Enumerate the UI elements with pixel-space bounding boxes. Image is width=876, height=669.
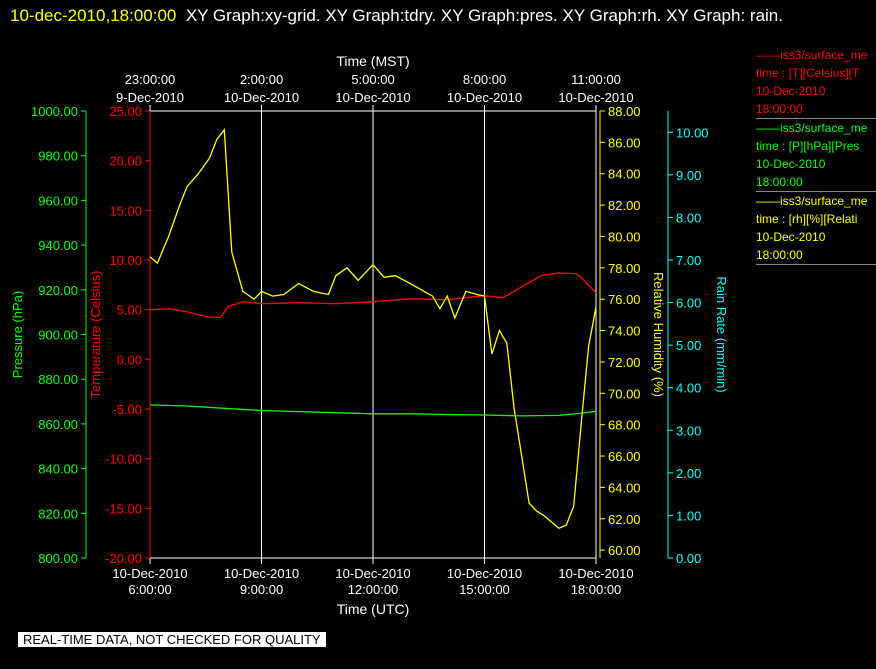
- x-top-tick-date: 10-Dec-2010: [558, 90, 633, 105]
- legend-entry-text: 10-Dec-2010: [756, 84, 826, 98]
- y-tick-label-rh: 86.00: [608, 135, 641, 150]
- y-tick-label-rh: 74.00: [608, 324, 641, 339]
- legend-entry-text: ——iss3/surface_me: [756, 194, 868, 208]
- y-tick-label-pres: 860.00: [38, 417, 78, 432]
- y-tick-label-temp: 0.00: [117, 352, 142, 367]
- y-tick-label-pres: 960.00: [38, 193, 78, 208]
- legend-entry-text: 18:00:00: [756, 102, 803, 116]
- y-tick-label-rh: 66.00: [608, 449, 641, 464]
- y-tick-label-temp: 5.00: [117, 303, 142, 318]
- legend-entry-text: 18:00:00: [756, 175, 803, 189]
- x-tick-time: 12:00:00: [348, 582, 399, 597]
- legend-entry-text: time : [T][Celsius][T: [756, 66, 860, 80]
- y-tick-label-rain: 8.00: [676, 210, 701, 225]
- legend-entry-text: time : [P][hPa][Pres: [756, 139, 860, 153]
- y-tick-label-rh: 88.00: [608, 104, 641, 119]
- y-tick-label-rain: 3.00: [676, 423, 701, 438]
- x-top-tick-time: 8:00:00: [463, 72, 506, 87]
- header-titles: XY Graph:xy-grid. XY Graph:tdry. XY Grap…: [185, 6, 783, 25]
- x-top-tick-time: 23:00:00: [125, 72, 176, 87]
- legend-entry-text: ——iss3/surface_me: [756, 48, 868, 62]
- y-tick-label-temp: -10.00: [105, 452, 142, 467]
- legend-separator: [756, 118, 876, 119]
- x-tick-date: 10-Dec-2010: [224, 566, 299, 581]
- series-line-pres: [149, 404, 597, 417]
- y-tick-label-pres: 880.00: [38, 372, 78, 387]
- x-tick-time: 18:00:00: [571, 582, 622, 597]
- y-tick-label-rain: 10.00: [676, 125, 709, 140]
- y-tick-label-rh: 80.00: [608, 229, 641, 244]
- x-tick-time: 9:00:00: [240, 582, 283, 597]
- y-tick-label-temp: 20.00: [109, 154, 142, 169]
- y-axis-label-temp: Temperature (Celsius): [88, 271, 103, 399]
- x-top-tick-time: 11:00:00: [571, 72, 621, 87]
- y-tick-label-rh: 82.00: [608, 198, 641, 213]
- y-tick-label-pres: 980.00: [38, 149, 78, 164]
- legend-entry-text: ——iss3/surface_me: [756, 121, 868, 135]
- y-tick-label-rain: 4.00: [676, 381, 701, 396]
- x-top-tick-date: 9-Dec-2010: [116, 90, 184, 105]
- x-axis-label-bottom: Time (UTC): [337, 601, 410, 617]
- y-tick-label-rh: 78.00: [608, 261, 641, 276]
- y-tick-label-pres: 800.00: [38, 551, 78, 566]
- x-tick-time: 6:00:00: [128, 582, 171, 597]
- y-tick-label-rain: 0.00: [676, 551, 701, 566]
- y-tick-label-rh: 60.00: [608, 543, 641, 558]
- x-top-tick-time: 2:00:00: [240, 72, 283, 87]
- quality-disclaimer: REAL-TIME DATA, NOT CHECKED FOR QUALITY: [18, 632, 326, 647]
- x-top-tick-date: 10-Dec-2010: [224, 90, 299, 105]
- legend-entry-text: time : [rh][%][Relati: [756, 212, 858, 226]
- legend-separator: [756, 264, 876, 265]
- y-axis-label-rh: Relative Humidity (%): [651, 272, 666, 397]
- y-axis-label-pres: Pressure (hPa): [10, 291, 25, 378]
- y-tick-label-pres: 940.00: [38, 238, 78, 253]
- x-top-tick-date: 10-Dec-2010: [447, 90, 522, 105]
- graph-header: 10-dec-2010,18:00:00 XY Graph:xy-grid. X…: [10, 2, 860, 30]
- legend-entry-text: 18:00:00: [756, 248, 803, 262]
- y-tick-label-rain: 6.00: [676, 296, 701, 311]
- y-tick-label-rh: 64.00: [608, 480, 641, 495]
- y-tick-label-temp: 25.00: [109, 104, 142, 119]
- y-tick-label-rh: 84.00: [608, 167, 641, 182]
- x-tick-time: 15:00:00: [459, 582, 510, 597]
- legend-entry-text: 10-Dec-2010: [756, 157, 826, 171]
- x-tick-date: 10-Dec-2010: [558, 566, 633, 581]
- y-tick-label-rh: 72.00: [608, 355, 641, 370]
- y-tick-label-temp: -5.00: [112, 402, 142, 417]
- y-tick-label-rh: 68.00: [608, 418, 641, 433]
- y-tick-label-pres: 920.00: [38, 283, 78, 298]
- x-top-tick-time: 5:00:00: [351, 72, 394, 87]
- y-tick-label-rain: 2.00: [676, 466, 701, 481]
- x-tick-date: 10-Dec-2010: [447, 566, 522, 581]
- y-tick-label-rain: 5.00: [676, 338, 701, 353]
- x-tick-date: 10-Dec-2010: [335, 566, 410, 581]
- y-tick-label-rh: 76.00: [608, 292, 641, 307]
- y-tick-label-rh: 70.00: [608, 386, 641, 401]
- y-tick-label-pres: 840.00: [38, 462, 78, 477]
- y-tick-label-rain: 9.00: [676, 168, 701, 183]
- y-tick-label-pres: 900.00: [38, 328, 78, 343]
- x-top-tick-date: 10-Dec-2010: [335, 90, 410, 105]
- x-tick-date: 10-Dec-2010: [112, 566, 187, 581]
- legend-entry-text: 10-Dec-2010: [756, 230, 826, 244]
- header-timestamp: 10-dec-2010,18:00:00: [10, 6, 177, 25]
- y-tick-label-temp: -15.00: [105, 501, 142, 516]
- y-tick-label-temp: 15.00: [109, 203, 142, 218]
- series-line-rh: [149, 128, 597, 529]
- y-tick-label-rh: 62.00: [608, 512, 641, 527]
- legend-separator: [756, 191, 876, 192]
- y-tick-label-pres: 820.00: [38, 506, 78, 521]
- x-axis-label-top: Time (MST): [336, 53, 409, 69]
- y-tick-label-rain: 1.00: [676, 508, 701, 523]
- y-tick-label-temp: 10.00: [109, 253, 142, 268]
- y-tick-label-rain: 7.00: [676, 253, 701, 268]
- series-line-temp: [149, 272, 597, 319]
- y-tick-label-pres: 1000.00: [31, 104, 78, 119]
- y-tick-label-temp: -20.00: [105, 551, 142, 566]
- y-axis-label-rain: Rain Rate (mm/min): [714, 276, 729, 392]
